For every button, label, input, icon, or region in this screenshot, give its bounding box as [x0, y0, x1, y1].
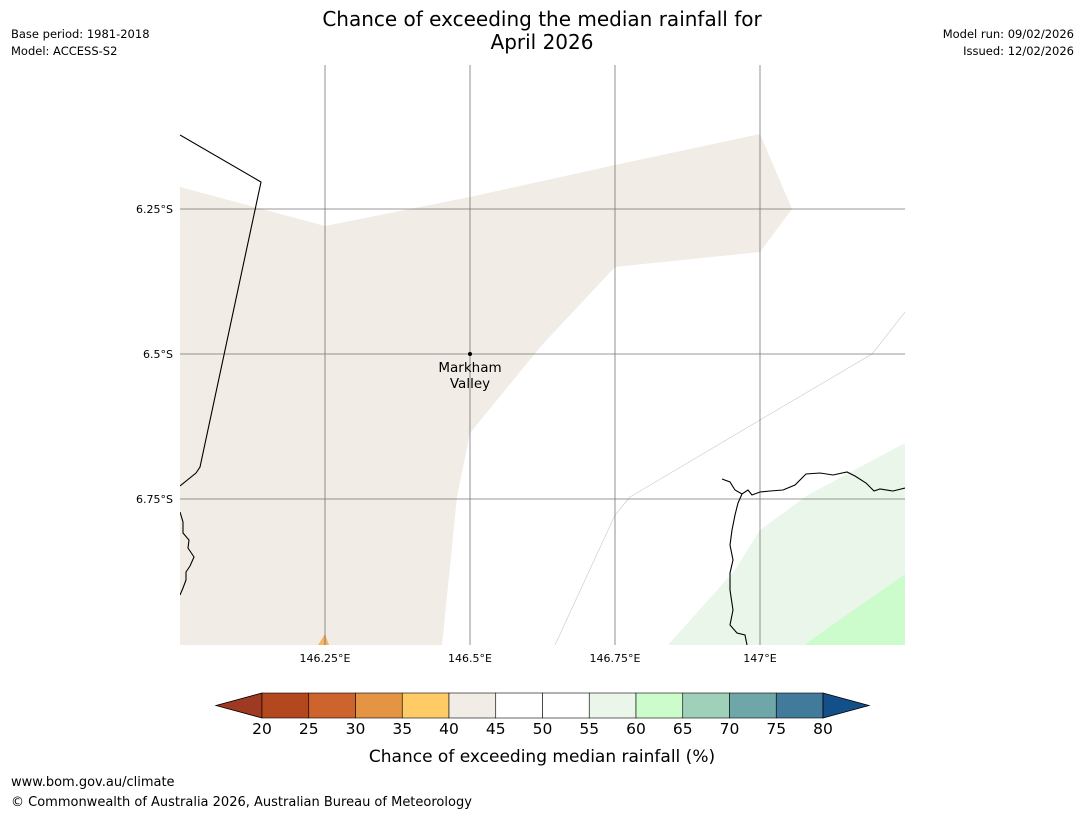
colorbar-label: Chance of exceeding median rainfall (%) — [369, 747, 715, 767]
lon-label-146-75: 146.75°E — [590, 652, 641, 665]
colorbar-segment — [542, 692, 590, 719]
coastline-huon-gulf — [721, 471, 905, 645]
region-60-65 — [804, 574, 905, 645]
region-40-45 — [180, 134, 792, 645]
colorbar-tick-label: 35 — [392, 720, 412, 738]
colorbar-segment — [588, 692, 637, 719]
title-line-2: April 2026 — [490, 30, 594, 54]
colorbar-tick-label: 65 — [673, 720, 693, 738]
colorbar-tick-label: 55 — [579, 720, 599, 738]
colorbar-segment — [495, 692, 543, 719]
map-area — [180, 65, 905, 645]
colorbar-tick-label: 75 — [766, 720, 786, 738]
colorbar-tick-label: 30 — [346, 720, 366, 738]
coastline-west — [180, 511, 195, 596]
footer-copyright: © Commonwealth of Australia 2026, Austra… — [11, 795, 472, 810]
colorbar-segment — [775, 692, 824, 719]
contour-line — [554, 311, 905, 645]
place-label-line2: Valley — [450, 376, 490, 392]
lat-label-6-75: 6.75°S — [136, 493, 173, 506]
chart-title: Chance of exceeding the median rainfall … — [242, 8, 842, 54]
footer-url: www.bom.gov.au/climate — [11, 775, 175, 790]
colorbar-segment — [729, 692, 777, 719]
colorbar-tick-label: 70 — [720, 720, 740, 738]
colorbar-segment — [448, 692, 497, 719]
colorbar-segment — [401, 692, 450, 719]
issued-date: Issued: 12/02/2026 — [963, 44, 1074, 58]
title-line-1: Chance of exceeding the median rainfall … — [322, 7, 762, 31]
region-35-40 — [318, 634, 329, 645]
colorbar-tick-label: 25 — [299, 720, 319, 738]
colorbar-tick-label: 45 — [486, 720, 506, 738]
colorbar-segment — [635, 692, 684, 719]
run-info: Model run: 09/02/2026 Issued: 12/02/2026 — [943, 26, 1074, 60]
colorbar-tick-label: 60 — [626, 720, 646, 738]
model-run-date: Model run: 09/02/2026 — [942, 27, 1074, 41]
boundary-line — [180, 134, 262, 487]
location-marker — [468, 352, 472, 356]
colorbar-segment — [308, 692, 356, 719]
colorbar: 20 25 30 35 40 45 50 55 60 65 70 75 80 — [214, 692, 871, 738]
colorbar-tick-label: 40 — [439, 720, 459, 738]
colorbar-tick-label: 80 — [813, 720, 833, 738]
model-name: Model: ACCESS-S2 — [11, 44, 118, 58]
lat-label-6-25: 6.25°S — [136, 203, 173, 216]
lon-label-146-25: 146.25°E — [300, 652, 351, 665]
base-period: Base period: 1981-2018 — [11, 27, 150, 41]
colorbar-arrow-low — [214, 692, 263, 719]
model-info: Base period: 1981-2018 Model: ACCESS-S2 — [11, 26, 150, 60]
colorbar-segment — [682, 692, 730, 719]
lon-label-147: 147°E — [743, 652, 776, 665]
colorbar-arrow-high — [822, 692, 871, 719]
colorbar-segment — [355, 692, 403, 719]
lon-label-146-5: 146.5°E — [448, 652, 492, 665]
place-label-line1: Markham — [438, 360, 501, 376]
region-55-60 — [668, 443, 905, 645]
colorbar-tick-label: 20 — [252, 720, 272, 738]
colorbar-tick-label: 50 — [533, 720, 553, 738]
lat-label-6-5: 6.5°S — [143, 348, 173, 361]
colorbar-segment — [261, 692, 310, 719]
